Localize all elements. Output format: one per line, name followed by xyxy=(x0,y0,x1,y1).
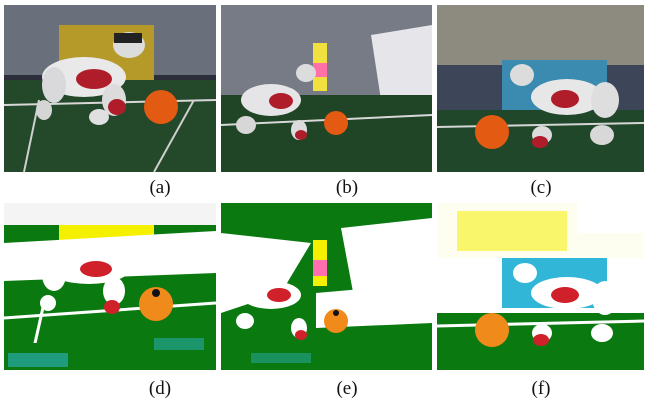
caption-d: (d) xyxy=(148,378,172,399)
segmentation-panel-d xyxy=(4,203,216,370)
segmentation-panel-e xyxy=(221,203,432,370)
caption-b: (b) xyxy=(335,177,359,198)
caption-a: (a) xyxy=(149,177,171,198)
caption-f: (f) xyxy=(531,378,551,399)
segmentation-panel-f xyxy=(437,203,644,370)
caption-c: (c) xyxy=(530,177,552,198)
photo-panel-c xyxy=(437,5,644,172)
photo-panel-b xyxy=(221,5,432,172)
photo-panel-a xyxy=(4,5,216,172)
caption-e: (e) xyxy=(336,378,358,399)
